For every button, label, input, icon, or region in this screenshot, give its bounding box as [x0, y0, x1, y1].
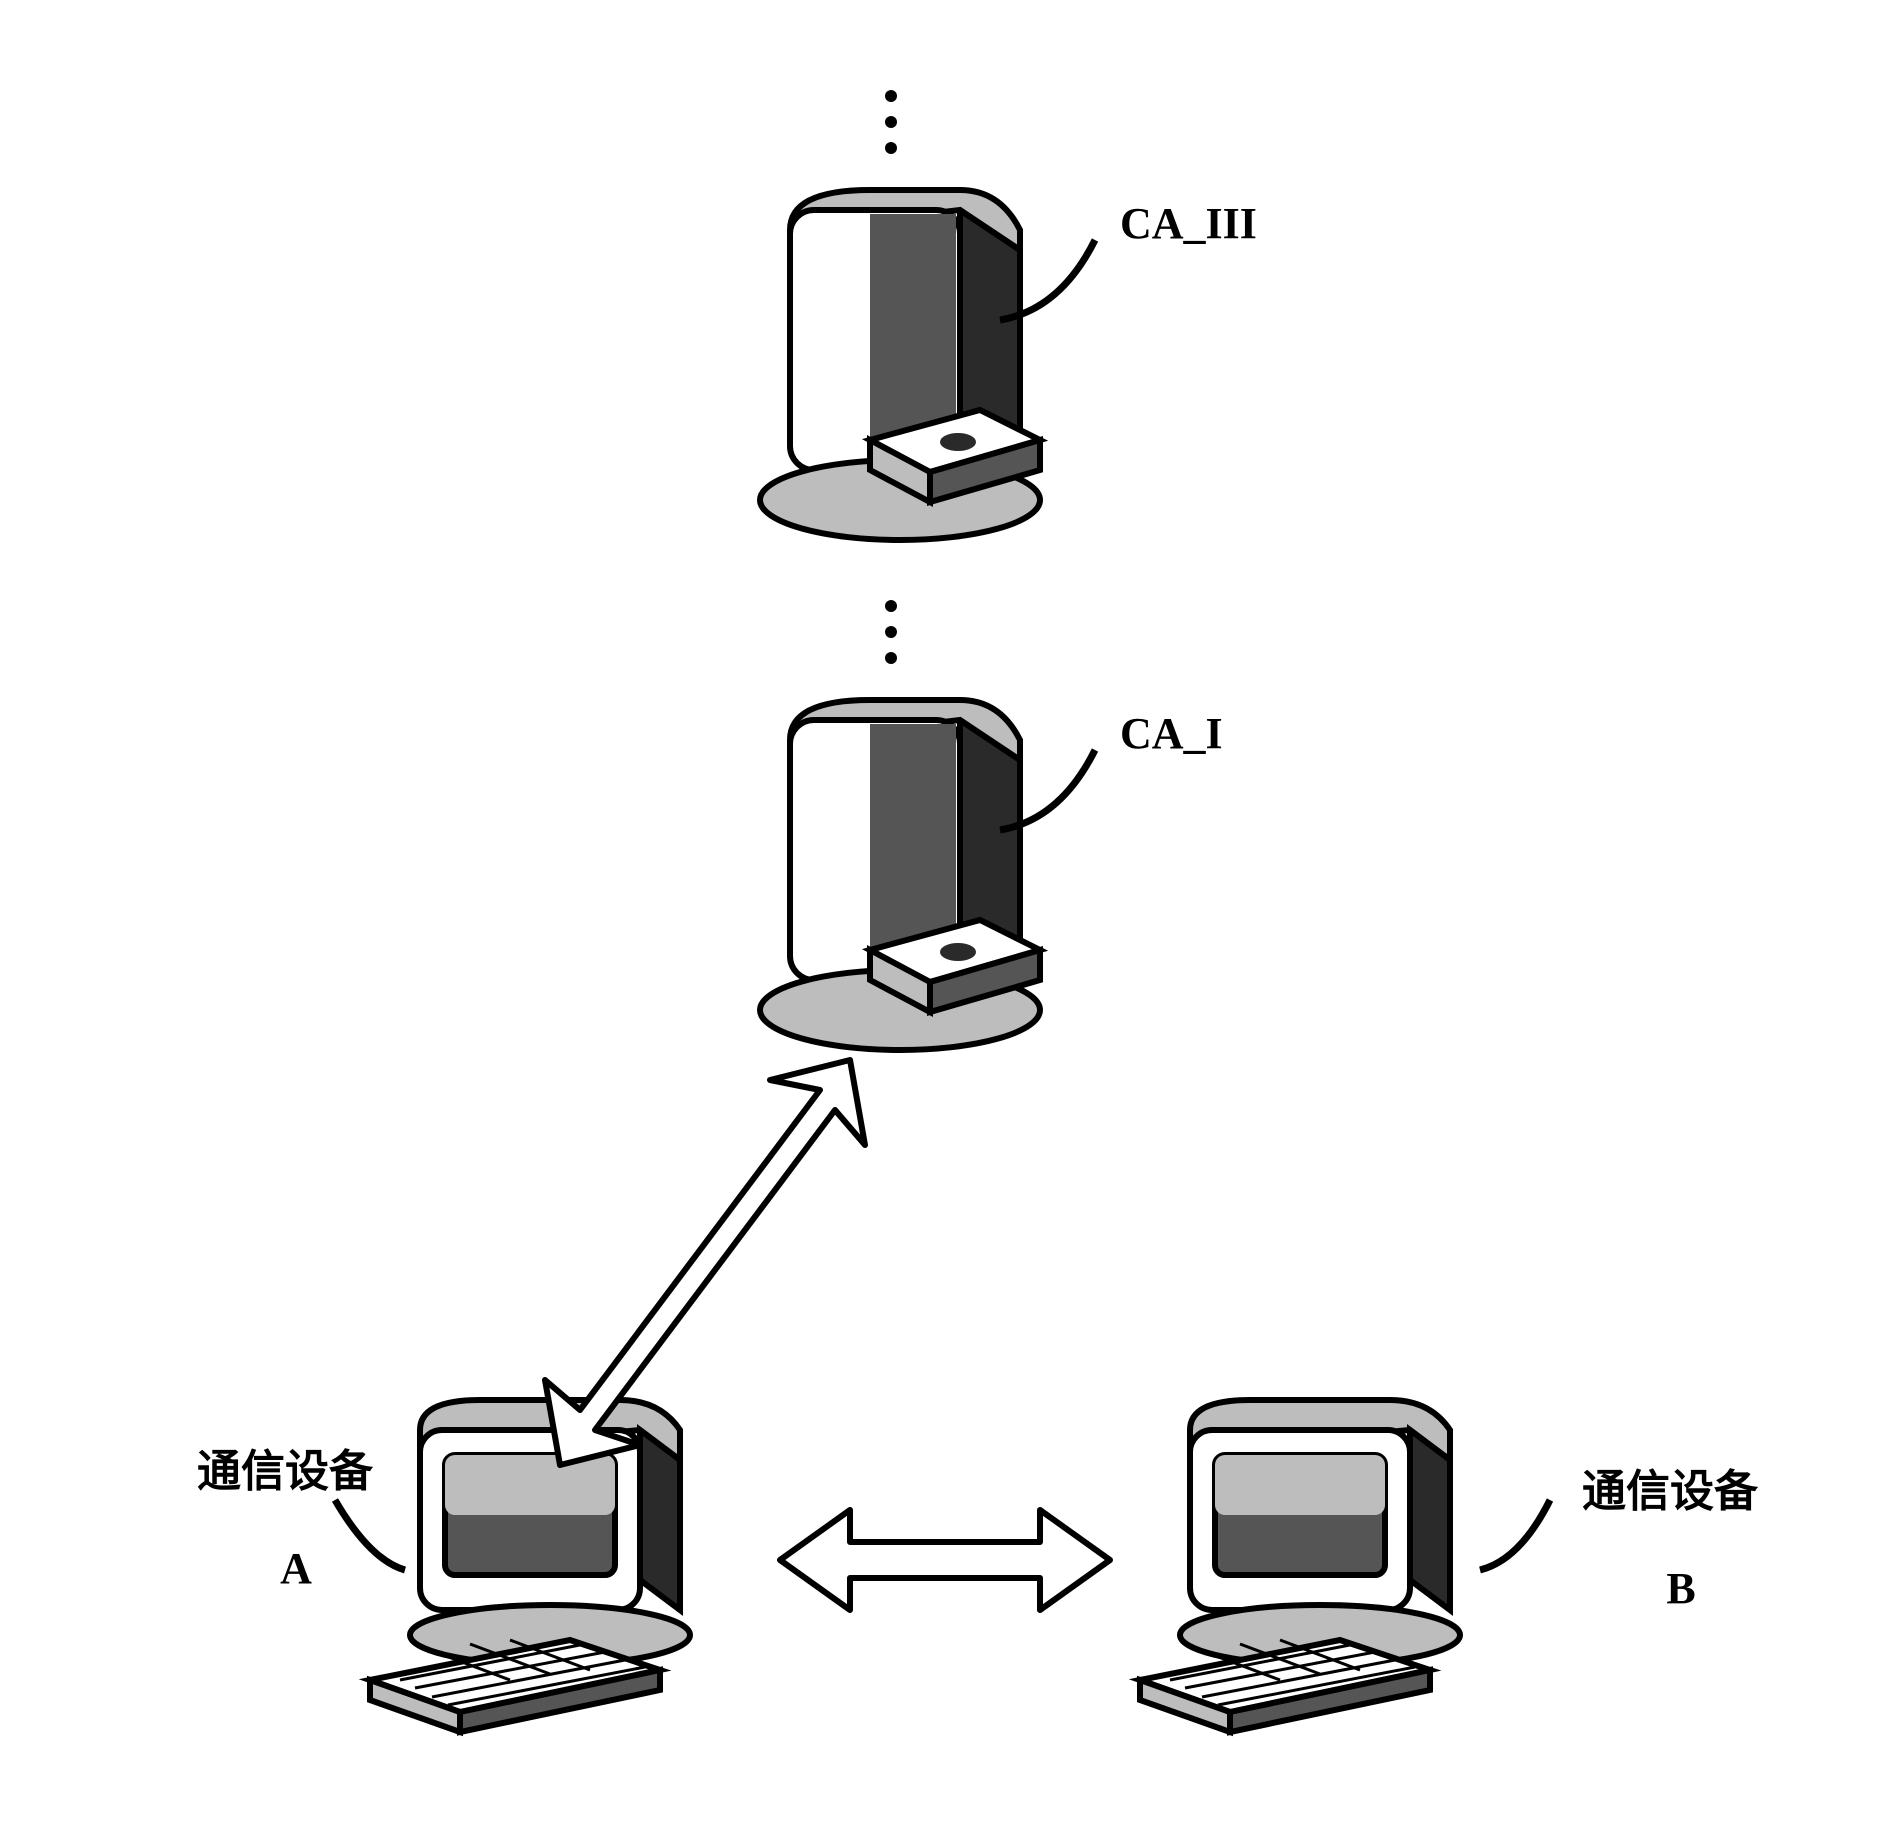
label-client-a: 通信设备 A	[175, 1400, 373, 1594]
label-client-b: 通信设备 B	[1560, 1420, 1758, 1614]
label-client-a-line1: 通信设备	[197, 1447, 373, 1496]
label-client-b-line2: B	[1582, 1565, 1780, 1613]
label-client-b-line1: 通信设备	[1582, 1467, 1758, 1516]
label-ca1: CA_I	[1120, 710, 1223, 758]
label-client-a-line2: A	[197, 1545, 395, 1593]
diagram-root: { "canvas": { "width": 1884, "height": 1…	[0, 0, 1884, 1831]
label-ca3: CA_III	[1120, 200, 1257, 248]
